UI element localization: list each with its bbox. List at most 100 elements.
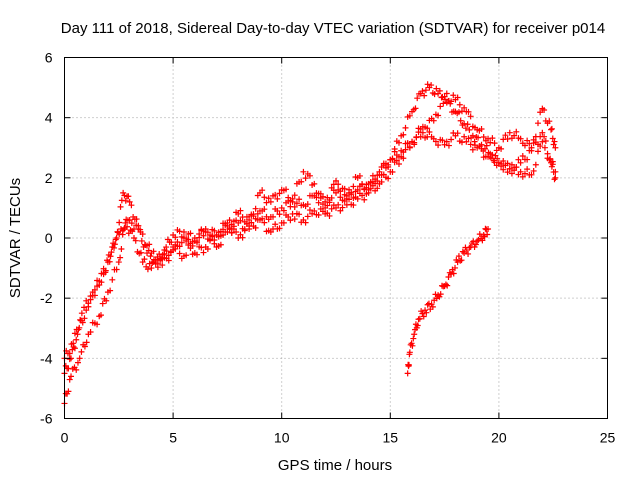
interpolated-point	[146, 241, 153, 248]
data-point	[300, 168, 307, 175]
y-axis-label: SDTVAR / TECUs	[7, 178, 24, 298]
interpolated-point	[280, 219, 287, 226]
interpolated-point	[111, 244, 118, 251]
interpolated-point	[183, 252, 190, 259]
interpolated-point	[466, 126, 473, 133]
interpolated-point	[480, 134, 487, 141]
data-point	[474, 238, 481, 245]
interpolated-point	[228, 229, 235, 236]
interpolated-point	[128, 220, 135, 227]
interpolated-point	[276, 190, 283, 197]
interpolated-point	[500, 166, 507, 173]
interpolated-point	[270, 213, 277, 220]
data-point	[548, 126, 555, 133]
interpolated-point	[502, 132, 509, 139]
interpolated-point	[389, 168, 396, 175]
data-point	[68, 373, 75, 380]
interpolated-point	[133, 216, 140, 223]
data-point	[528, 144, 535, 151]
interpolated-point	[404, 140, 411, 147]
interpolated-point	[443, 90, 450, 97]
interpolated-point	[549, 158, 556, 165]
interpolated-point	[406, 144, 413, 151]
interpolated-point	[274, 195, 281, 202]
interpolated-point	[315, 212, 322, 219]
data-point	[122, 219, 129, 226]
series-trace-d	[404, 225, 492, 377]
interpolated-point	[339, 204, 346, 211]
interpolated-point	[304, 213, 311, 220]
y-tick-label: -2	[40, 290, 53, 306]
x-tick-label: 0	[61, 430, 69, 446]
interpolated-point	[128, 202, 135, 209]
interpolated-point	[317, 190, 324, 197]
data-point	[506, 165, 513, 172]
interpolated-point	[402, 124, 409, 131]
interpolated-point	[372, 180, 379, 187]
interpolated-point	[521, 142, 528, 149]
interpolated-point	[361, 185, 368, 192]
interpolated-point	[382, 164, 389, 171]
interpolated-point	[457, 257, 464, 264]
interpolated-point	[440, 100, 447, 107]
interpolated-point	[176, 243, 183, 250]
interpolated-point	[62, 362, 69, 369]
interpolated-point	[546, 118, 553, 125]
interpolated-point	[239, 234, 246, 241]
interpolated-point	[472, 241, 479, 248]
interpolated-point	[74, 359, 81, 366]
y-tick-label: -6	[40, 411, 53, 427]
interpolated-point	[302, 175, 309, 182]
interpolated-point	[335, 181, 342, 188]
interpolated-point	[163, 248, 170, 255]
interpolated-point	[461, 104, 468, 111]
interpolated-point	[215, 233, 222, 240]
interpolated-point	[261, 194, 268, 201]
interpolated-point	[272, 221, 279, 228]
interpolated-point	[326, 196, 333, 203]
interpolated-point	[350, 183, 357, 190]
interpolated-point	[444, 282, 451, 289]
interpolated-point	[337, 194, 344, 201]
interpolated-point	[156, 251, 163, 258]
interpolated-point	[442, 281, 449, 288]
interpolated-point	[168, 239, 175, 246]
interpolated-point	[174, 239, 181, 246]
data-point	[354, 186, 361, 193]
interpolated-point	[117, 203, 124, 210]
interpolated-point	[541, 144, 548, 151]
interpolated-point	[422, 87, 429, 94]
interpolated-point	[378, 164, 385, 171]
interpolated-point	[237, 231, 244, 238]
data-point	[506, 129, 513, 136]
interpolated-point	[112, 236, 119, 243]
interpolated-point	[521, 170, 528, 177]
interpolated-point	[414, 95, 421, 102]
interpolated-point	[416, 315, 423, 322]
interpolated-point	[484, 231, 491, 238]
interpolated-point	[283, 186, 290, 193]
interpolated-point	[113, 266, 120, 273]
interpolated-point	[400, 149, 407, 156]
interpolated-point	[530, 167, 537, 174]
data-point	[180, 228, 187, 235]
series-trace-c	[61, 128, 559, 362]
data-point	[441, 141, 448, 148]
interpolated-point	[541, 133, 548, 140]
interpolated-point	[226, 224, 233, 231]
data-point	[170, 247, 177, 254]
interpolated-point	[265, 195, 272, 202]
interpolated-point	[81, 343, 88, 350]
interpolated-point	[476, 231, 483, 238]
data-point	[202, 228, 209, 235]
interpolated-point	[241, 227, 248, 234]
interpolated-point	[306, 172, 313, 179]
interpolated-point	[319, 201, 326, 208]
data-point	[441, 93, 448, 100]
interpolated-point	[75, 326, 82, 333]
interpolated-point	[293, 200, 300, 207]
data-point	[333, 189, 339, 196]
interpolated-point	[200, 249, 207, 256]
interpolated-point	[547, 155, 554, 162]
interpolated-point	[81, 304, 88, 311]
